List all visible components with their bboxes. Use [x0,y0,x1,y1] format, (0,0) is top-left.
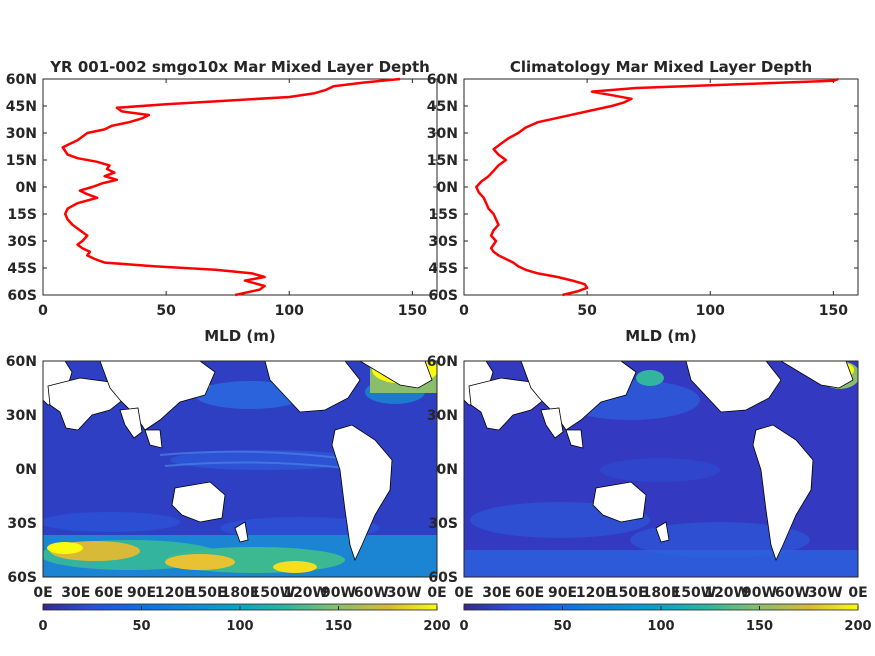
map-ticks-bottom-left: 0E 30E 60E 90E120E150E180E150W120W90W60W30W… [6,354,447,601]
map-lon-tick-label: 30E [482,585,511,601]
x-tick-label: 0 [459,303,469,319]
colorbar-right: 0 50 100 150 200 [459,603,872,634]
x-tick-label: 150 [398,303,427,319]
axes-box-top-right [463,78,859,296]
y-tick-label: 45N [6,99,37,115]
y-tick-label: 30N [427,126,458,142]
y-tick-label: 15N [427,153,458,169]
x-axis-label-top-right: MLD (m) [625,327,697,345]
axis-ticks-top-right: 0 50 100 150 60S 45S 30S 15S 0N 15N 30N 45N 60N [427,72,858,319]
y-tick-label: 60S [7,288,37,304]
panel-top-right: Climatology Mar Mixed Layer Depth 0 50 100… [427,58,859,345]
map-panel-bottom-left: 0E 30E 60E 90E120E150E180E150W120W90W60W30W… [6,354,447,601]
map-lon-tick-label: 0E [427,585,446,601]
y-tick-label: 15S [428,207,458,223]
axis-ticks-top-left: 0 50 100 150 60S 45S 30S 15S 0N 15N 30N 45N 60N [6,72,437,319]
map-lon-tick-label: 60W [354,585,389,601]
map-lon-tick-label: 60E [515,585,544,601]
map-field-bottom-right [464,361,858,577]
panel-title-top-right: Climatology Mar Mixed Layer Depth [510,58,812,76]
y-tick-label: 30N [6,126,37,142]
map-lat-tick-label: 60S [428,570,458,586]
y-tick-label: 15N [6,153,37,169]
map-lon-tick-label: 90E [548,585,577,601]
map-lon-tick-label: 0E [33,585,52,601]
colorbar-tick-label: 0 [459,619,468,634]
map-lon-tick-label: 120E [155,585,194,601]
map-lat-tick-label: 0N [16,462,37,478]
colorbar-tick-label: 200 [844,619,871,634]
x-tick-label: 50 [156,303,176,319]
mld-profile-line-top-left [61,77,401,297]
map-lon-tick-label: 120W [283,585,328,601]
mld-profile-line-top-right [475,77,839,297]
map-lon-tick-label: 150W [250,585,295,601]
map-lat-tick-label: 0N [437,462,458,478]
colorbar-tick-label: 100 [647,619,674,634]
x-tick-label: 100 [696,303,725,319]
map-ticks-bottom-right: 0E 30E 60E 90E120E150E180E150W120W90W60W30W… [427,354,868,601]
panel-title-top-left: YR 001-002 smgo10x Mar Mixed Layer Depth [49,58,430,76]
map-lon-tick-label: 120E [576,585,615,601]
map-lon-tick-label: 180E [221,585,260,601]
map-lon-tick-label: 60W [775,585,810,601]
y-tick-label: 60N [6,72,37,88]
map-lat-tick-label: 60N [427,354,458,370]
y-tick-label: 0N [16,180,37,196]
panel-top-left: YR 001-002 smgo10x Mar Mixed Layer Depth… [6,58,438,345]
map-lat-tick-label: 30N [6,408,37,424]
map-lon-tick-label: 30E [61,585,90,601]
map-lon-tick-label: 30W [387,585,422,601]
x-tick-label: 100 [275,303,304,319]
y-tick-label: 45S [7,261,37,277]
x-axis-label-top-left: MLD (m) [204,327,276,345]
map-lon-tick-label: 90W [321,585,356,601]
x-tick-label: 150 [819,303,848,319]
colorbar-tick-label: 150 [325,619,352,634]
map-lon-tick-label: 90W [742,585,777,601]
y-tick-label: 0N [437,180,458,196]
map-lat-tick-label: 30N [427,408,458,424]
colorbar-ticks-left: 0 50 100 150 200 [38,606,451,634]
y-tick-label: 15S [7,207,37,223]
colorbar-tick-label: 0 [38,619,47,634]
y-tick-label: 60S [428,288,458,304]
map-lon-tick-label: 150E [609,585,648,601]
map-lat-tick-label: 30S [428,516,458,532]
map-lon-tick-label: 0E [454,585,473,601]
colorbar-tick-label: 200 [423,619,450,634]
map-frame-bottom-left [42,360,438,578]
map-lon-tick-label: 60E [94,585,123,601]
y-tick-label: 60N [427,72,458,88]
colorbar-left: 0 50 100 150 200 [38,603,451,634]
map-frame-bottom-right [463,360,859,578]
y-tick-label: 30S [428,234,458,250]
map-lon-tick-label: 180E [642,585,681,601]
y-tick-label: 45S [428,261,458,277]
map-lon-tick-label: 90E [127,585,156,601]
colorbar-tick-label: 50 [553,619,571,634]
map-field-bottom-left [43,361,437,577]
map-lon-tick-label: 30W [808,585,843,601]
x-tick-label: 0 [38,303,48,319]
colorbar-tick-label: 150 [746,619,773,634]
map-lat-tick-label: 60N [6,354,37,370]
map-lon-tick-label: 0E [848,585,867,601]
map-lon-tick-label: 150W [671,585,716,601]
axes-box-top-left [42,78,438,296]
map-lat-tick-label: 30S [7,516,37,532]
colorbar-tick-label: 100 [226,619,253,634]
y-tick-label: 30S [7,234,37,250]
map-lat-tick-label: 60S [7,570,37,586]
map-panel-bottom-right: 0E 30E 60E 90E120E150E180E150W120W90W60W30W… [427,354,868,601]
colorbar-tick-label: 50 [132,619,150,634]
x-tick-label: 50 [577,303,597,319]
y-tick-label: 45N [427,99,458,115]
map-lon-tick-label: 150E [188,585,227,601]
map-lon-tick-label: 120W [704,585,749,601]
colorbar-ticks-right: 0 50 100 150 200 [459,606,872,634]
